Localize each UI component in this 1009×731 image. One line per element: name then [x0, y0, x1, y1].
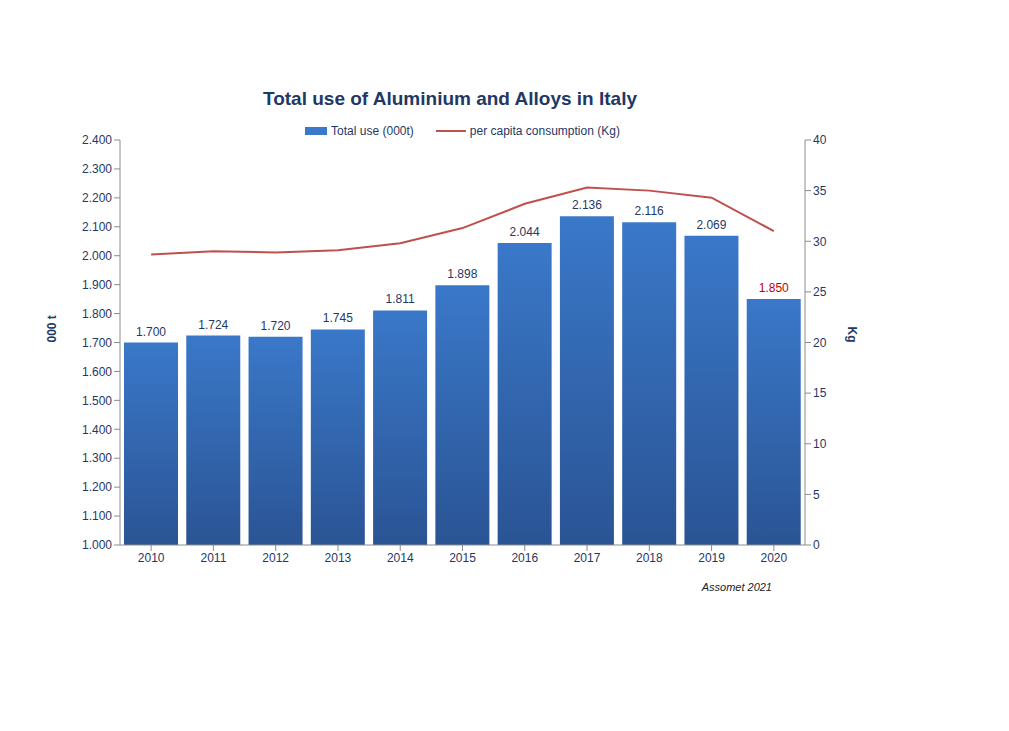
svg-text:2011: 2011	[201, 551, 227, 565]
svg-text:2.069: 2.069	[696, 218, 726, 232]
svg-text:40: 40	[813, 133, 827, 147]
svg-text:2016: 2016	[511, 551, 538, 565]
svg-text:1.700: 1.700	[136, 325, 166, 339]
svg-text:30: 30	[813, 235, 827, 249]
svg-text:1.100: 1.100	[82, 509, 112, 523]
svg-text:1.300: 1.300	[82, 451, 112, 465]
svg-text:1.700: 1.700	[82, 336, 112, 350]
svg-text:2015: 2015	[449, 551, 476, 565]
svg-text:1.400: 1.400	[82, 423, 112, 437]
svg-text:2012: 2012	[262, 551, 289, 565]
svg-text:1.898: 1.898	[447, 267, 477, 281]
svg-text:2.300: 2.300	[82, 162, 112, 176]
svg-text:1.811: 1.811	[386, 292, 415, 306]
svg-text:2.116: 2.116	[635, 204, 664, 218]
svg-text:1.850: 1.850	[759, 281, 789, 295]
svg-text:1.745: 1.745	[323, 311, 353, 325]
html-text:per capita consumption (Kg): per capita consumption (Kg)	[469, 124, 620, 138]
svg-text:2.044: 2.044	[510, 225, 540, 239]
svg-text:1.720: 1.720	[261, 319, 291, 333]
svg-text:2017: 2017	[574, 551, 601, 565]
svg-text:1.500: 1.500	[82, 394, 112, 408]
svg-text:2019: 2019	[698, 551, 725, 565]
svg-text:2010: 2010	[138, 551, 165, 565]
svg-text:1.800: 1.800	[82, 307, 112, 321]
svg-text:2.200: 2.200	[82, 191, 112, 205]
svg-text:0: 0	[813, 538, 820, 552]
svg-text:20: 20	[813, 336, 827, 350]
svg-text:15: 15	[813, 386, 827, 400]
svg-text:35: 35	[813, 184, 827, 198]
svg-text:2013: 2013	[325, 551, 352, 565]
svg-text:2018: 2018	[636, 551, 663, 565]
svg-text:1.600: 1.600	[82, 365, 112, 379]
svg-text:5: 5	[813, 488, 820, 502]
svg-text:2.136: 2.136	[572, 198, 602, 212]
svg-text:10: 10	[813, 437, 827, 451]
html-text:Assomet 2021: Assomet 2021	[701, 581, 772, 593]
svg-text:2.100: 2.100	[82, 220, 112, 234]
svg-text:1.900: 1.900	[82, 278, 112, 292]
svg-text:2.000: 2.000	[82, 249, 112, 263]
svg-text:1.200: 1.200	[82, 480, 112, 494]
svg-text:Kg: Kg	[845, 327, 859, 343]
svg-text:2014: 2014	[387, 551, 414, 565]
svg-text:1.000: 1.000	[82, 538, 112, 552]
html-text:Total use (000t): Total use (000t)	[331, 124, 414, 138]
svg-text:2.400: 2.400	[82, 133, 112, 147]
svg-text:2020: 2020	[761, 551, 788, 565]
svg-text:000 t: 000 t	[45, 315, 59, 342]
svg-text:25: 25	[813, 285, 827, 299]
svg-text:1.724: 1.724	[198, 318, 228, 332]
html-text:Total use of Aluminium and All: Total use of Aluminium and Alloys in Ita…	[263, 88, 637, 109]
